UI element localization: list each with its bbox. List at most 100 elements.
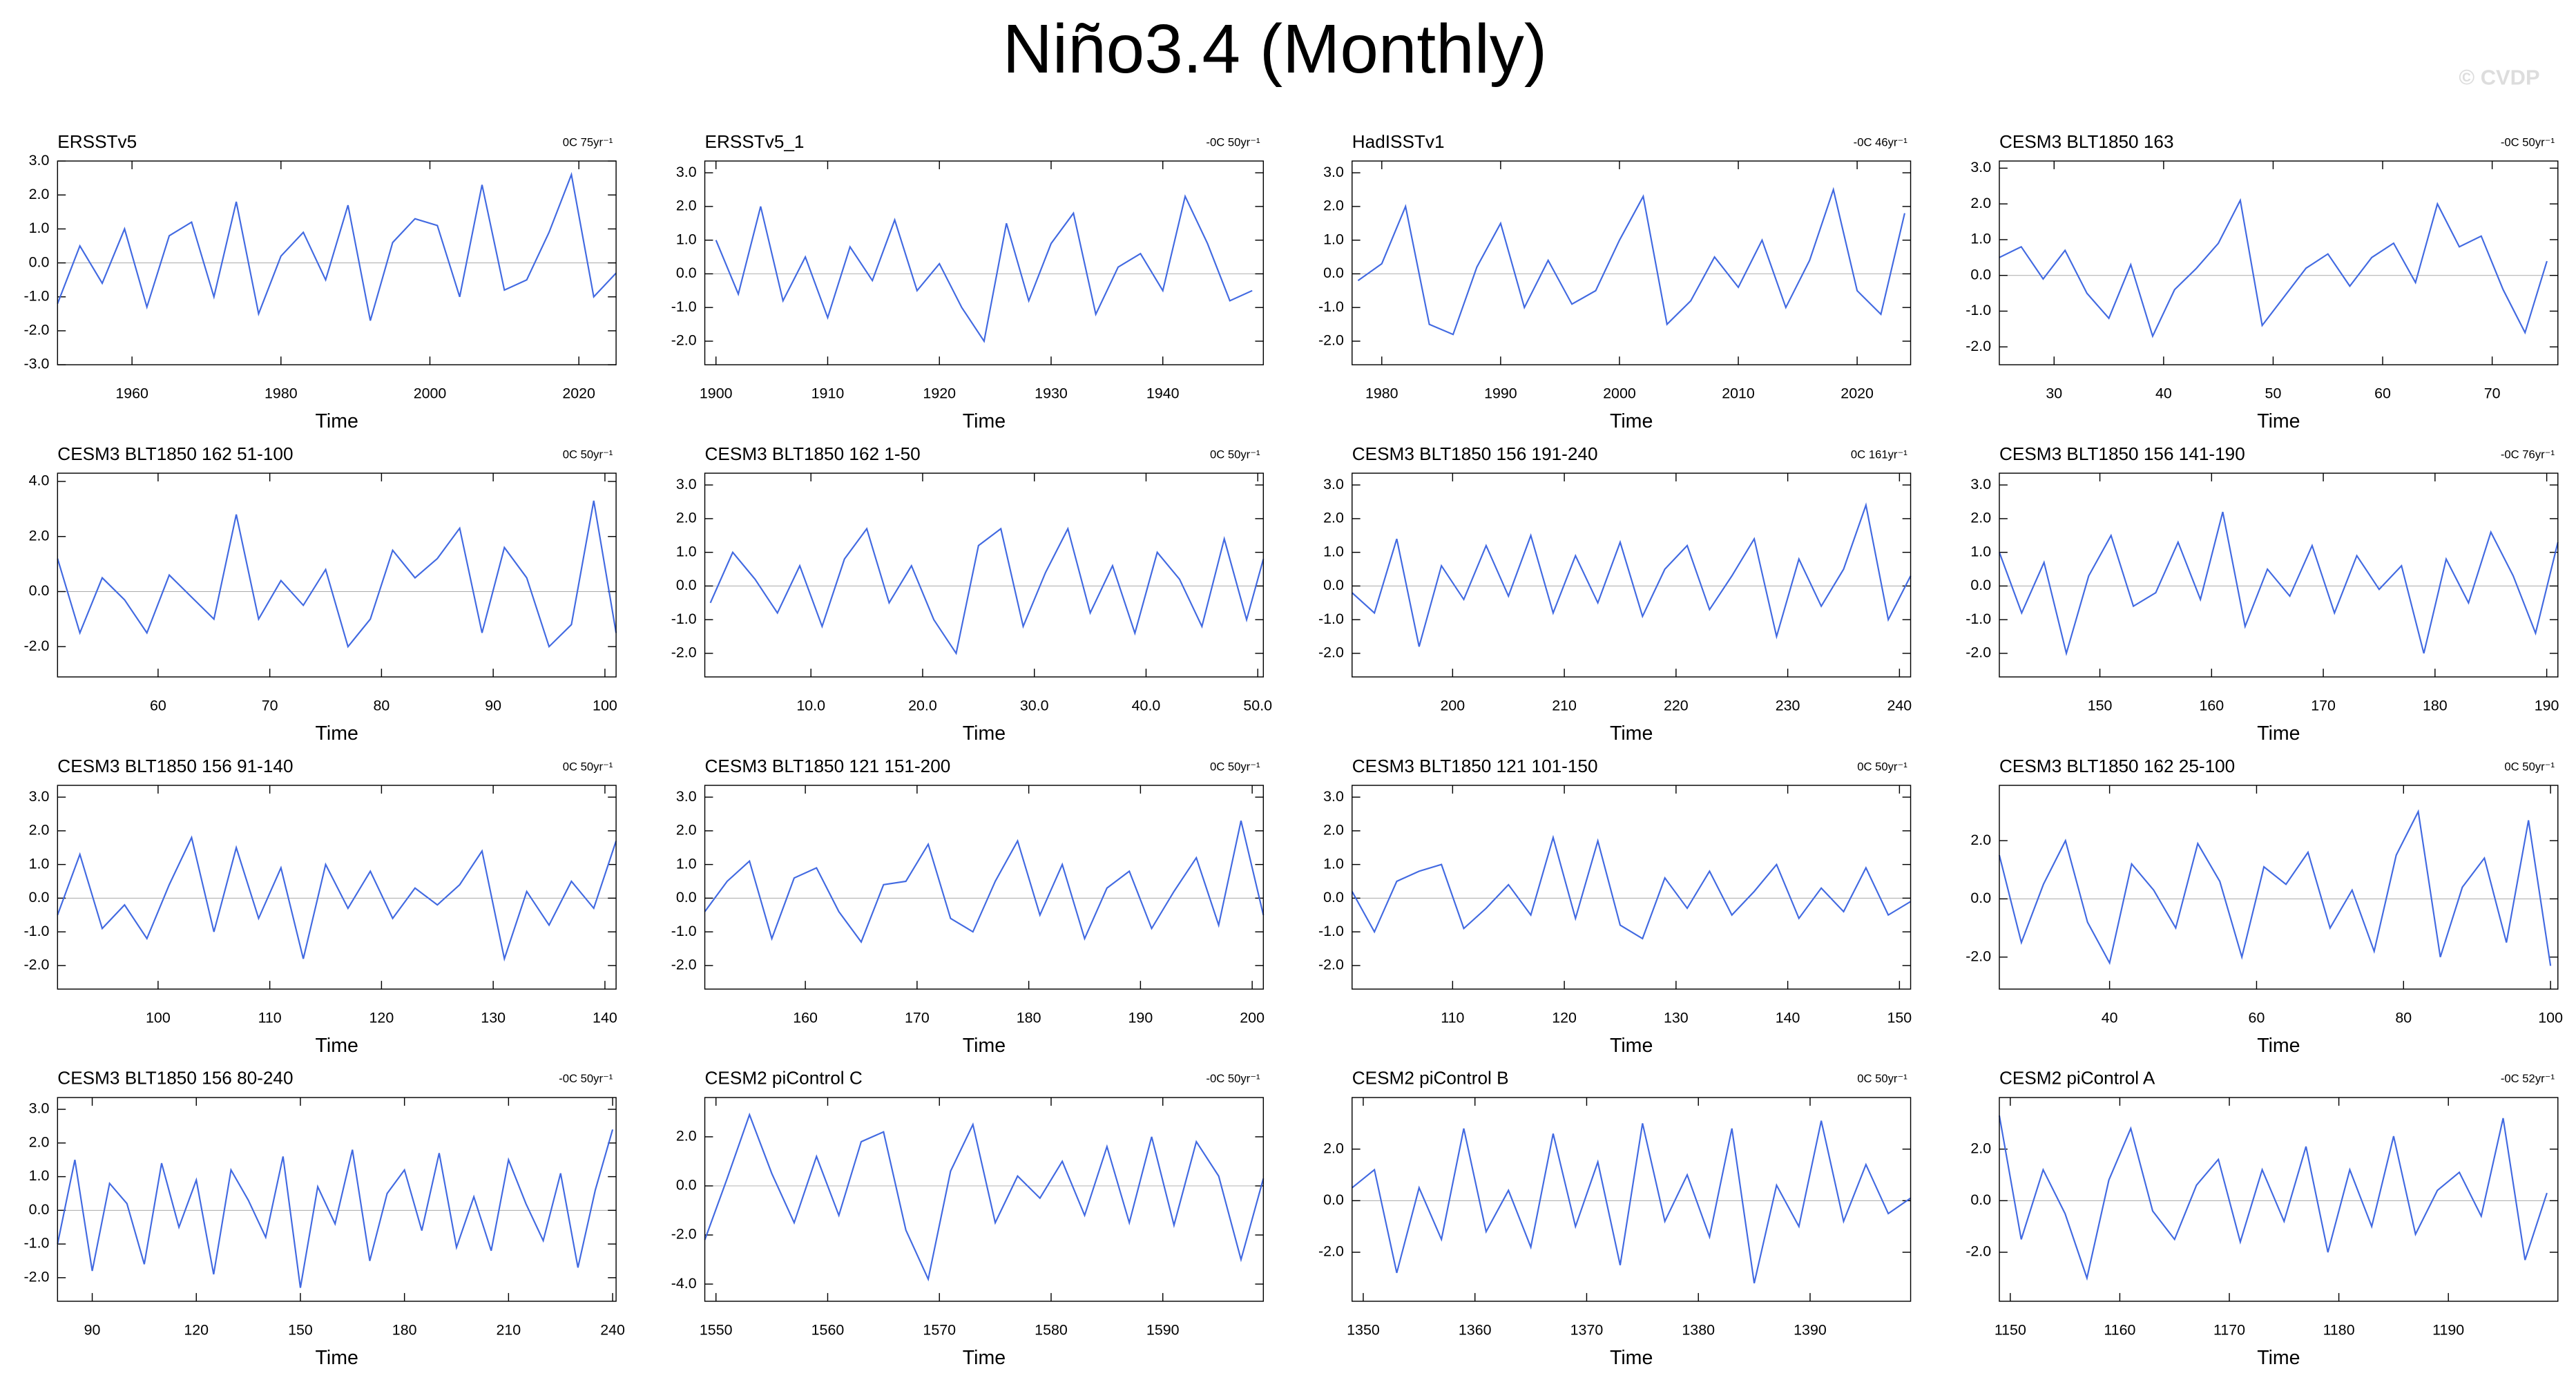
- x-tick-label: 60: [150, 698, 166, 714]
- y-tick-label: 3.0: [1323, 788, 1344, 805]
- plot-frame: [57, 1097, 617, 1302]
- x-tick-label: 110: [258, 1009, 282, 1026]
- panel-annotation: -0C 50yr⁻¹: [2501, 135, 2555, 149]
- plot-frame: [1352, 472, 1912, 678]
- y-tick-label: 2.0: [676, 510, 697, 526]
- x-tick-label: 110: [1441, 1009, 1464, 1026]
- y-tick-label: 2.0: [1323, 198, 1344, 214]
- x-axis-title: Time: [963, 722, 1006, 745]
- x-tick-label: 1980: [1365, 385, 1398, 402]
- y-tick-label: 0.0: [29, 1201, 50, 1218]
- x-tick-label: 40.0: [1132, 698, 1161, 714]
- y-tick-label: -1.0: [1318, 611, 1344, 627]
- x-tick-label: 1560: [811, 1321, 845, 1338]
- y-tick-label: 0.0: [676, 265, 697, 281]
- data-line: [1352, 1120, 1912, 1284]
- panel: HadISSTv1 -0C 46yr⁻¹ Time 3.0 2.0 1.0 0.0 -1.0 -…: [1318, 131, 1912, 432]
- panel-title: CESM2 piControl B: [1352, 1068, 1509, 1089]
- y-tick-label: 1.0: [676, 855, 697, 872]
- data-line: [57, 500, 617, 649]
- y-tick-label: 3.0: [1970, 159, 1991, 175]
- data-line: [1998, 511, 2559, 657]
- plot-frame: [1999, 1097, 2559, 1302]
- x-tick-label: 2020: [562, 385, 595, 402]
- x-tick-label: 150: [288, 1321, 313, 1338]
- y-tick-label: -2.0: [1318, 332, 1344, 349]
- y-tick-label: 1.0: [1323, 855, 1344, 872]
- x-axis-title: Time: [1610, 1035, 1653, 1057]
- y-tick-label: 0.0: [1323, 889, 1344, 906]
- y-tick-label: 1.0: [29, 1167, 50, 1184]
- y-tick-label: -1.0: [24, 923, 50, 939]
- x-tick-label: 180: [2423, 698, 2448, 714]
- x-tick-label: 1570: [923, 1321, 956, 1338]
- x-tick-label: 60: [2249, 1009, 2265, 1026]
- x-tick-label: 10.0: [796, 698, 825, 714]
- x-tick-label: 1580: [1035, 1321, 1068, 1338]
- y-tick-label: -1.0: [671, 611, 697, 627]
- x-tick-label: 1930: [1035, 385, 1068, 402]
- panel: CESM3 BLT1850 162 25-100 0C 50yr⁻¹ Time 2.0…: [1965, 756, 2563, 1057]
- plot-frame: [704, 1097, 1265, 1302]
- panel-annotation: -0C 50yr⁻¹: [559, 1072, 613, 1085]
- panel-annotation: -0C 52yr⁻¹: [2501, 1072, 2555, 1085]
- panel-annotation: 0C 50yr⁻¹: [1210, 760, 1260, 773]
- panel-title: ERSSTv5_1: [705, 131, 805, 152]
- data-line: [709, 526, 1265, 655]
- panel-title: HadISSTv1: [1352, 131, 1445, 152]
- x-tick-label: 50: [2265, 385, 2282, 402]
- plot-frame: [1999, 472, 2559, 678]
- x-tick-label: 2000: [414, 385, 447, 402]
- data-line: [715, 194, 1253, 343]
- x-tick-label: 220: [1664, 698, 1689, 714]
- panel-annotation: 0C 50yr⁻¹: [2504, 760, 2555, 773]
- y-tick-label: 1.0: [29, 855, 50, 872]
- panel-title: CESM2 piControl A: [1999, 1068, 2155, 1089]
- x-tick-label: 160: [793, 1009, 818, 1026]
- x-tick-label: 50.0: [1243, 698, 1272, 714]
- y-tick-label: 2.0: [1970, 1140, 1991, 1156]
- y-tick-label: 1.0: [1323, 543, 1344, 559]
- y-tick-label: 1.0: [1970, 231, 1991, 247]
- panel-title: CESM3 BLT1850 121 101-150: [1352, 756, 1598, 776]
- x-axis-title: Time: [1610, 722, 1653, 745]
- panel-title: CESM3 BLT1850 156 91-140: [57, 756, 293, 776]
- x-tick-label: 150: [2088, 698, 2113, 714]
- y-tick-label: -1.0: [671, 298, 697, 315]
- data-line: [1998, 809, 2552, 966]
- y-tick-label: -2.0: [1318, 957, 1344, 973]
- plot-frame: [1999, 785, 2559, 990]
- x-tick-label: 100: [146, 1009, 171, 1026]
- data-line: [704, 1112, 1265, 1282]
- y-tick-label: 2.0: [29, 822, 50, 839]
- panel-title: CESM3 BLT1850 162 25-100: [1999, 756, 2235, 776]
- y-tick-label: -2.0: [671, 957, 697, 973]
- panel-annotation: 0C 50yr⁻¹: [563, 760, 613, 773]
- plot-frame: [704, 472, 1265, 678]
- x-tick-label: 1990: [1484, 385, 1517, 402]
- y-tick-label: 1.0: [676, 543, 697, 559]
- panel: CESM2 piControl B 0C 50yr⁻¹ Time 2.0 0.0 -2.0…: [1318, 1068, 1912, 1369]
- data-line: [1352, 502, 1912, 647]
- y-tick-label: 2.0: [1970, 195, 1991, 211]
- panel-annotation: -0C 50yr⁻¹: [1206, 1072, 1260, 1085]
- data-line: [1998, 1115, 2548, 1281]
- data-line: [1357, 186, 1905, 336]
- x-tick-label: 1960: [115, 385, 148, 402]
- panel-annotation: 0C 161yr⁻¹: [1851, 448, 1907, 461]
- x-tick-label: 40: [2155, 385, 2172, 402]
- y-tick-label: 0.0: [1970, 577, 1991, 593]
- y-tick-label: 2.0: [29, 186, 50, 202]
- x-tick-label: 140: [1776, 1009, 1800, 1026]
- plot-frame: [57, 160, 617, 365]
- x-tick-label: 90: [485, 698, 501, 714]
- x-tick-label: 190: [2535, 698, 2559, 714]
- y-tick-label: -1.0: [671, 923, 697, 939]
- y-tick-label: 2.0: [29, 1133, 50, 1150]
- y-tick-label: 0.0: [676, 1177, 697, 1194]
- panel-annotation: 0C 50yr⁻¹: [563, 448, 613, 461]
- panel-annotation: 0C 75yr⁻¹: [563, 135, 613, 149]
- watermark: © CVDP: [2459, 65, 2539, 89]
- x-tick-label: 1160: [2104, 1321, 2135, 1338]
- panel: CESM3 BLT1850 156 80-240 -0C 50yr⁻¹ Time 3.…: [24, 1068, 625, 1369]
